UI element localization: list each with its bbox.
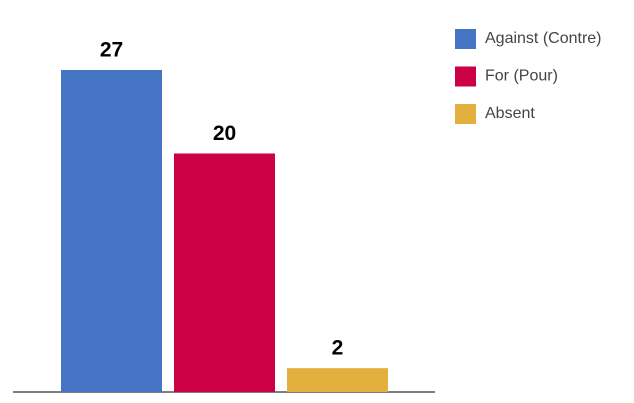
bar: [174, 153, 275, 392]
legend-label: For (Pour): [485, 68, 558, 85]
legend-swatch: [455, 104, 476, 124]
value-label: 2: [332, 337, 344, 360]
value-label: 20: [213, 122, 236, 145]
bar: [61, 70, 162, 392]
legend-label: Against (Contre): [485, 30, 602, 47]
legend-swatch: [455, 66, 476, 87]
legend-label: Absent: [485, 105, 535, 122]
value-label: 27: [100, 39, 123, 62]
legend-swatch: [455, 29, 476, 49]
bar: [287, 368, 388, 392]
